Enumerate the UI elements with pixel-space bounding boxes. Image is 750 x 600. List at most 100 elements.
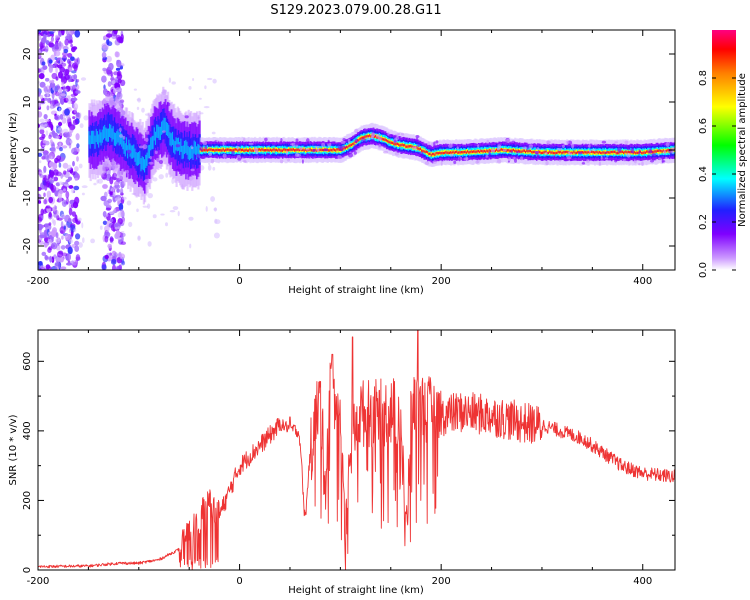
ridge-speckle (588, 144, 591, 148)
noise-blob (107, 201, 111, 209)
noise-blob (64, 88, 68, 92)
noise-blob (204, 85, 207, 90)
noise-blob (48, 231, 54, 235)
noise-blob (108, 211, 115, 214)
ridge-cell (476, 150, 479, 153)
noise-blob (53, 169, 59, 176)
ridge-cell (659, 149, 662, 152)
ridge-cell (381, 135, 384, 140)
ridge-cell (447, 151, 450, 155)
ridge-speckle (370, 135, 374, 140)
ridge-cell (261, 148, 264, 151)
ridge-cell (406, 145, 409, 148)
colorbar: 0.0 0.2 0.4 0.6 0.8 Normalized spectral ampl… (698, 30, 748, 278)
noise-blob (73, 103, 79, 111)
noise-blob (110, 217, 117, 225)
noise-blob (205, 206, 208, 212)
ridge-speckle (397, 132, 401, 136)
ridge-speckle (497, 144, 502, 149)
ridge-cell (511, 149, 514, 152)
noise-blob (55, 66, 58, 74)
ridge-speckle (253, 147, 258, 152)
ridge-speckle (175, 144, 180, 148)
ridge-cell (94, 135, 97, 149)
noise-blob (50, 147, 56, 152)
ridge-cell (216, 148, 219, 152)
noise-blob (49, 31, 54, 35)
noise-blob (48, 134, 52, 140)
ridge-cell (202, 149, 205, 152)
ridge-cell (290, 148, 293, 151)
ridge-cell (381, 137, 384, 140)
ridge-cell (486, 149, 489, 152)
ridge-speckle (507, 160, 510, 163)
ridge-cell (467, 150, 470, 153)
ridge-speckle (210, 158, 215, 164)
noise-blob (104, 254, 109, 260)
noise-blob (48, 59, 53, 64)
ridge-speckle (581, 162, 586, 165)
ridge-cell (111, 128, 114, 142)
ridge-cell (286, 149, 289, 152)
ridge-cell (469, 151, 472, 154)
ridge-cell (633, 151, 637, 154)
ridge-cell (333, 148, 337, 152)
ridge-cell (431, 152, 435, 156)
ridge-cell (179, 141, 182, 156)
ridge-speckle (435, 140, 439, 144)
noise-blob (54, 56, 58, 61)
ridge-speckle (248, 142, 254, 145)
noise-blob (137, 236, 141, 240)
ridge-speckle (511, 140, 516, 145)
ridge-cell (384, 138, 387, 141)
ridge-speckle (122, 135, 126, 140)
noise-blob (108, 62, 114, 71)
ridge-cell (134, 148, 137, 162)
ridge-speckle (204, 145, 208, 150)
snr-y-axis-label: SNR (10 * v/v) (8, 414, 19, 485)
noise-blob (188, 86, 192, 90)
noise-blob (48, 211, 52, 218)
ridge-speckle (502, 149, 507, 152)
ridge-cell (211, 148, 214, 152)
noise-blob (67, 53, 73, 58)
ridge-speckle (571, 143, 575, 149)
ridge-speckle (657, 153, 660, 156)
noise-blob (102, 220, 108, 225)
ridge-cell (367, 135, 370, 138)
ridge-cell (156, 124, 159, 138)
ridge-cell (433, 152, 436, 156)
ridge-speckle (184, 115, 189, 119)
ridge-cell (575, 151, 578, 155)
noise-blob (114, 252, 118, 258)
ridge-cell (508, 149, 511, 152)
noise-blob (101, 51, 107, 59)
ridge-cell (136, 152, 139, 166)
ridge-cell (258, 148, 262, 151)
ridge-cell (647, 150, 650, 153)
ridge-speckle (485, 154, 489, 158)
noise-blob (52, 227, 57, 235)
ridge-cell (208, 148, 211, 152)
noise-blob (62, 128, 69, 134)
ridge-speckle (415, 137, 419, 142)
ridge-cell (284, 148, 287, 151)
noise-blob (120, 34, 124, 41)
noise-blob (189, 243, 192, 249)
ridge-speckle (144, 179, 149, 183)
noise-blob (136, 208, 139, 213)
noise-blob (41, 61, 46, 66)
colorbar-tick-label: 0.4 (698, 166, 709, 182)
noise-blob (61, 235, 64, 240)
ridge-cell (116, 131, 119, 145)
noise-blob (51, 256, 55, 263)
noise-blob (90, 238, 95, 244)
ridge-cell (215, 148, 218, 152)
ridge-cell (170, 133, 173, 147)
ridge-cell (281, 149, 285, 152)
ridge-cell (225, 148, 228, 152)
noise-blob (64, 74, 70, 81)
ridge-cell (656, 149, 660, 152)
ridge-cell (96, 131, 100, 145)
ridge-speckle (354, 138, 358, 144)
